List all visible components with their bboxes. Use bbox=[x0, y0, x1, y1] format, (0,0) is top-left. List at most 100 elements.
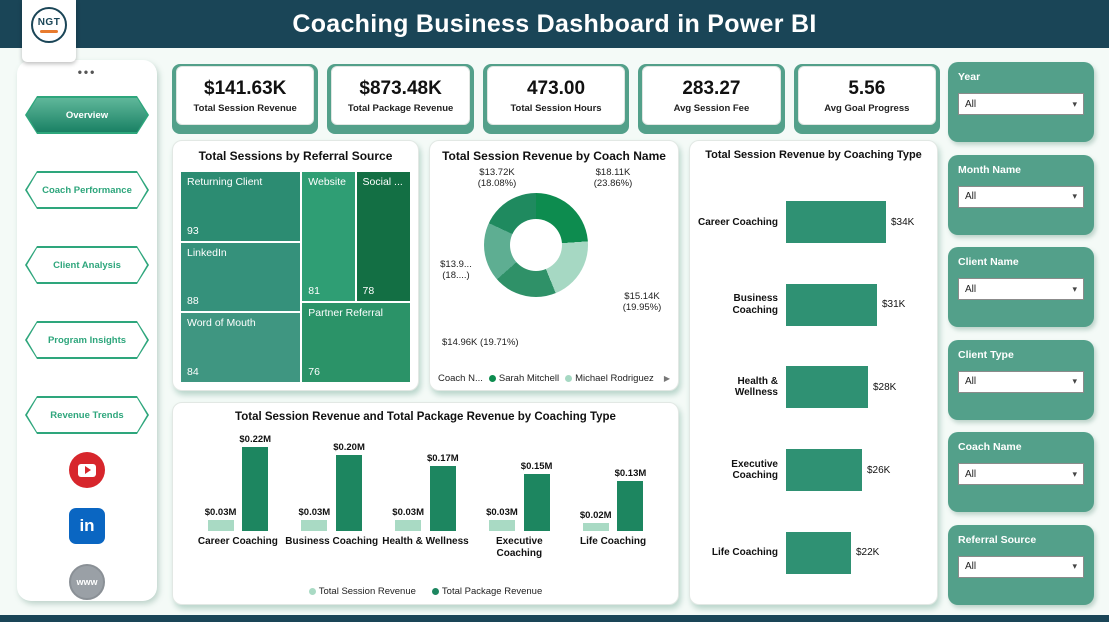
column-session-revenue[interactable] bbox=[582, 523, 609, 531]
column-value-label: $0.22M bbox=[239, 434, 272, 445]
treemap-tile-returning-client[interactable]: Returning Client 93 bbox=[180, 171, 302, 242]
sidebar-item-revenue-trends[interactable]: Revenue Trends bbox=[25, 396, 149, 434]
column-category-label: Health & Wellness bbox=[382, 536, 469, 547]
sidebar-item-program-insights[interactable]: Program Insights bbox=[25, 321, 149, 359]
column-group: $0.03M $0.20M Business Coaching bbox=[285, 433, 379, 579]
bar-business-coaching[interactable] bbox=[786, 283, 877, 326]
logo-text: NGT bbox=[37, 17, 61, 28]
column-session-revenue[interactable] bbox=[207, 520, 234, 531]
client-name-dropdown[interactable]: All ▾ bbox=[958, 278, 1084, 301]
footer-strip bbox=[0, 615, 1109, 622]
bar-chart-title: Total Session Revenue by Coaching Type bbox=[705, 149, 922, 161]
sidebar-item-coach-performance[interactable]: Coach Performance bbox=[25, 171, 149, 209]
page-title: Coaching Business Dashboard in Power BI bbox=[292, 9, 817, 38]
bar-category-label: Life Coaching bbox=[711, 546, 778, 558]
legend-dot bbox=[565, 375, 573, 382]
donut-title: Total Session Revenue by Coach Name bbox=[442, 149, 666, 163]
nav-sidebar: ••• Overview Coach Performance Client An… bbox=[17, 60, 157, 601]
legend-item-package-revenue[interactable]: Total Package Revenue bbox=[431, 586, 543, 597]
bar-value-label: $22K bbox=[856, 547, 880, 559]
tile-value: 88 bbox=[187, 294, 199, 307]
column-package-revenue[interactable] bbox=[336, 455, 363, 531]
dropdown-value: All bbox=[965, 561, 977, 573]
column-value-label: $0.03M bbox=[392, 507, 424, 518]
youtube-play-shape bbox=[78, 463, 96, 477]
kpi-label: Total Package Revenue bbox=[347, 102, 454, 114]
donut-legend: Coach N... Sarah Mitchell Michael Rodrig… bbox=[438, 373, 670, 384]
tile-label: Social ... bbox=[362, 176, 403, 188]
legend-scroll-arrow-icon[interactable]: ▶ bbox=[663, 374, 670, 383]
tile-value: 76 bbox=[308, 365, 320, 378]
linkedin-icon[interactable]: in bbox=[69, 508, 105, 544]
donut-slice-label: $13.72K (18.08%) bbox=[477, 167, 517, 190]
treemap-tile-social-media[interactable]: Social ... 78 bbox=[355, 171, 411, 303]
column-category-label: Life Coaching bbox=[580, 536, 647, 547]
column-group: $0.03M $0.15M Executive Coaching bbox=[472, 433, 566, 579]
legend-title: Coach N... bbox=[438, 373, 483, 384]
bar-career-coaching[interactable] bbox=[786, 201, 886, 244]
logo-emblem: NGT bbox=[31, 7, 67, 43]
dropdown-value: All bbox=[965, 468, 977, 480]
bar-category-label: Business Coaching bbox=[732, 293, 778, 316]
referral-source-dropdown[interactable]: All ▾ bbox=[958, 555, 1084, 578]
slicer-label: Referral Source bbox=[958, 533, 1037, 546]
bar-rows: Career Coaching $34K Business Coaching $… bbox=[696, 181, 931, 594]
sidebar-item-client-analysis[interactable]: Client Analysis bbox=[25, 246, 149, 284]
kpi-label: Total Session Revenue bbox=[193, 102, 297, 114]
website-icon[interactable]: www bbox=[69, 564, 105, 600]
youtube-icon[interactable] bbox=[69, 452, 105, 488]
sidebar-item-overview[interactable]: Overview bbox=[25, 96, 149, 134]
slicer-label: Client Type bbox=[958, 348, 1014, 361]
column-category-label: Executive Coaching bbox=[495, 536, 543, 559]
donut-card: Total Session Revenue by Coach Name $13.… bbox=[429, 140, 679, 391]
column-category-label: Business Coaching bbox=[285, 536, 379, 547]
treemap: Returning Client 93 LinkedIn 88 Word of … bbox=[180, 171, 411, 383]
column-session-revenue[interactable] bbox=[488, 520, 515, 531]
bar-value-label: $28K bbox=[873, 381, 897, 393]
donut-slice-label: $14.96K (19.71%) bbox=[442, 337, 519, 348]
kpi-card-avg-goal-progress: 5.56 Avg Goal Progress bbox=[793, 64, 941, 134]
treemap-tile-website[interactable]: Website 81 bbox=[301, 171, 356, 303]
treemap-tile-word-of-mouth[interactable]: Word of Mouth 84 bbox=[180, 311, 302, 383]
kpi-value: $141.63K bbox=[204, 77, 287, 99]
donut-ring[interactable] bbox=[484, 193, 588, 297]
bar-value-label: $26K bbox=[867, 464, 891, 476]
legend-item-sarah-mitchell[interactable]: Sarah Mitchell bbox=[488, 373, 559, 384]
menu-dots-icon: ••• bbox=[77, 65, 97, 79]
column-package-revenue[interactable] bbox=[523, 474, 550, 531]
column-package-revenue[interactable] bbox=[617, 481, 644, 531]
tile-label: LinkedIn bbox=[187, 246, 227, 259]
kpi-card-avg-session-fee: 283.27 Avg Session Fee bbox=[638, 64, 785, 134]
legend-label: Total Package Revenue bbox=[441, 586, 543, 597]
column-package-revenue[interactable] bbox=[242, 447, 269, 531]
slicer-referral-source: Referral Source All ▾ bbox=[948, 524, 1094, 605]
month-name-dropdown[interactable]: All ▾ bbox=[958, 185, 1084, 208]
column-session-revenue[interactable] bbox=[395, 520, 422, 531]
column-chart-card: Total Session Revenue and Total Package … bbox=[172, 402, 679, 605]
column-session-revenue[interactable] bbox=[301, 520, 328, 531]
treemap-tile-partner-referral[interactable]: Partner Referral 76 bbox=[301, 302, 411, 383]
tile-label: Partner Referral bbox=[308, 307, 383, 320]
legend-item-michael-rodriguez[interactable]: Michael Rodriguez bbox=[565, 373, 654, 384]
bar-health-wellness[interactable] bbox=[786, 366, 868, 409]
treemap-tile-linkedin[interactable]: LinkedIn 88 bbox=[180, 241, 302, 312]
company-logo: NGT bbox=[22, 0, 76, 62]
legend-item-session-revenue[interactable]: Total Session Revenue bbox=[308, 586, 416, 597]
kpi-row: $141.63K Total Session Revenue $873.48K To… bbox=[172, 64, 941, 134]
column-category-label: Career Coaching bbox=[197, 536, 278, 547]
header-bar: Coaching Business Dashboard in Power BI bbox=[0, 0, 1109, 48]
bar-value-label: $31K bbox=[882, 299, 906, 311]
coach-name-dropdown[interactable]: All ▾ bbox=[958, 463, 1084, 486]
bar-executive-coaching[interactable] bbox=[786, 449, 862, 492]
client-type-dropdown[interactable]: All ▾ bbox=[958, 370, 1084, 393]
bar-life-coaching[interactable] bbox=[786, 531, 851, 574]
column-group: $0.02M $0.13M Life Coaching bbox=[566, 433, 660, 579]
bar-row: Executive Coaching $26K bbox=[696, 448, 931, 492]
tile-value: 78 bbox=[362, 285, 375, 298]
column-group: $0.03M $0.22M Career Coaching bbox=[191, 433, 285, 579]
tile-value: 84 bbox=[187, 365, 199, 378]
year-dropdown[interactable]: All ▾ bbox=[958, 93, 1084, 115]
column-package-revenue[interactable] bbox=[429, 466, 456, 531]
kpi-label: Avg Goal Progress bbox=[824, 102, 910, 114]
